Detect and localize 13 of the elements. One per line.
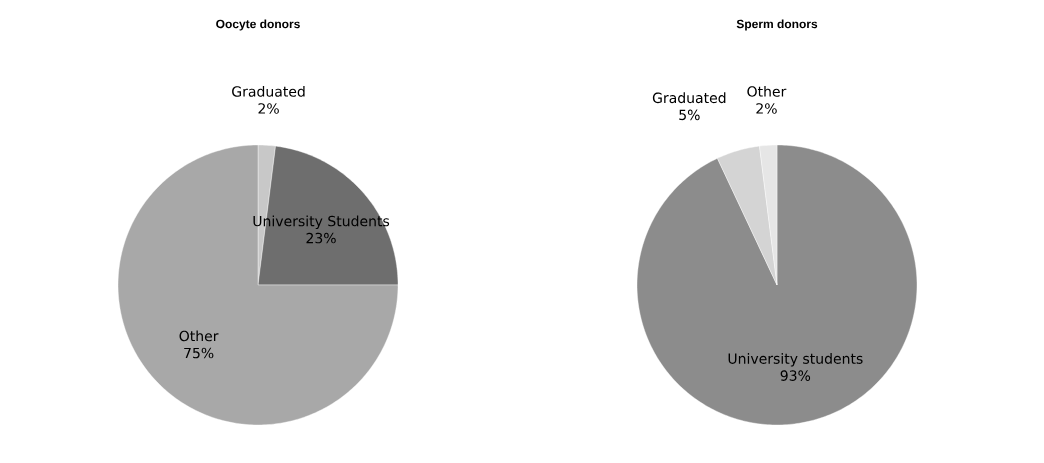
- data-label: 23%: [306, 232, 336, 244]
- data-label: 2%: [258, 103, 279, 114]
- chart-title: Oocyte donors: [216, 19, 300, 31]
- slice-label: Graduated: [232, 85, 305, 97]
- data-label: 93%: [780, 370, 811, 381]
- slice-label: Graduated: [652, 92, 726, 104]
- slice-label: University students: [728, 353, 863, 367]
- slice-label: Other: [747, 85, 787, 97]
- data-label: 2%: [756, 103, 777, 114]
- chart-title: Sperm donors: [736, 19, 818, 31]
- data-label: 5%: [679, 109, 700, 121]
- slice-label: Other: [179, 330, 219, 342]
- data-label: 75%: [184, 347, 214, 359]
